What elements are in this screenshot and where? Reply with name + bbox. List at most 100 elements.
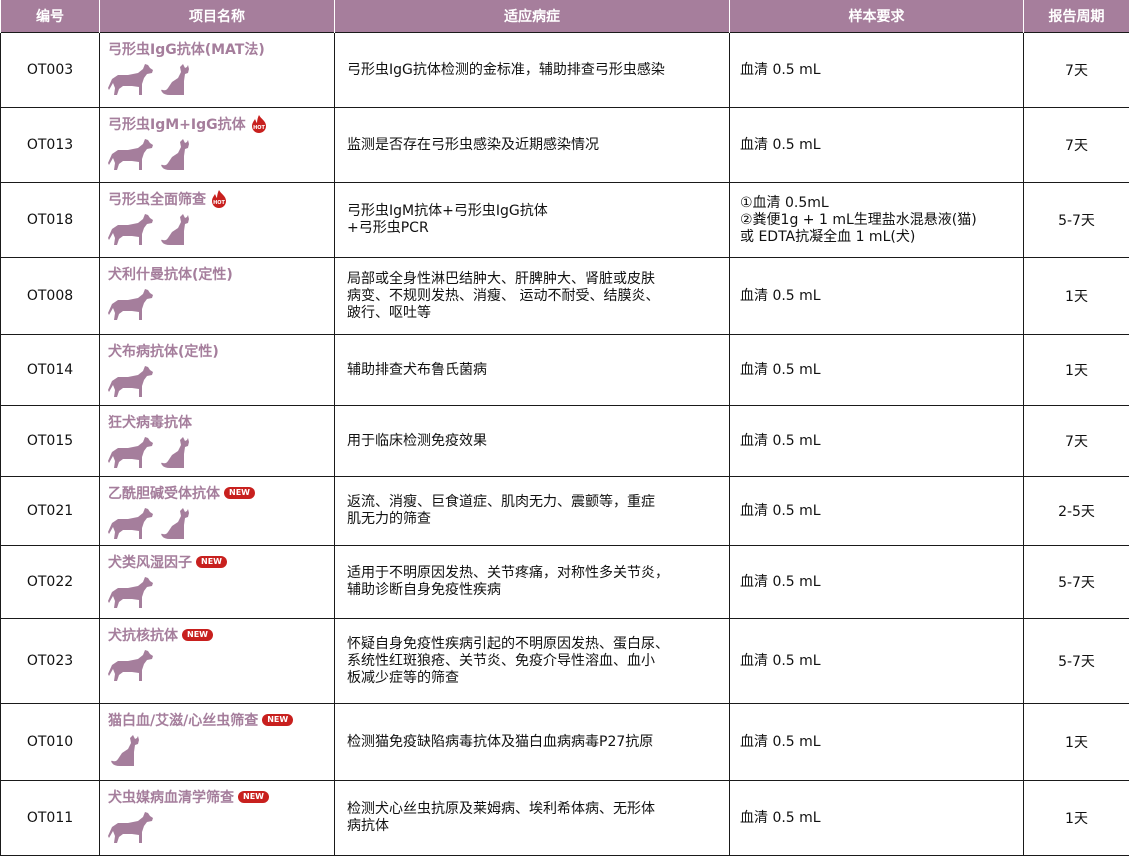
sample-line: ①血清 0.5mL (740, 194, 829, 211)
table-row: OT014 犬布病抗体(定性) 辅助排查犬布鲁氏菌病 血清 0.5 mL 1天 (0, 334, 1129, 406)
item-code: OT003 (0, 32, 100, 108)
sample-line: 血清 0.5 mL (740, 652, 821, 669)
species-icons (108, 213, 334, 247)
item-code: OT022 (0, 545, 100, 619)
table-row: OT021 乙酰胆碱受体抗体 NEW 返流、消瘦、巨食道症、肌肉无力、震颤等，重症 肌无… (0, 476, 1129, 546)
sample-line: ②粪便1g + 1 mL生理盐水混悬液(猫) (740, 211, 977, 228)
item-code: OT015 (0, 405, 100, 477)
indication-line: 怀疑自身免疫性疾病引起的不明原因发热、蛋白尿、 (347, 635, 669, 652)
dog-icon (108, 650, 153, 681)
hot-badge-label: HOT (213, 200, 225, 206)
item-name-row: 弓形虫IgM+IgG抗体 HOT (108, 114, 334, 134)
sample-cell: 血清 0.5 mL (729, 780, 1024, 856)
indication-line: 局部或全身性淋巴结肿大、肝脾肿大、肾脏或皮肤 (347, 270, 655, 287)
species-icons (108, 811, 334, 845)
table-row: OT008 犬利什曼抗体(定性) 局部或全身性淋巴结肿大、肝脾肿大、肾脏或皮肤 病变、… (0, 257, 1129, 335)
sample-cell: 血清 0.5 mL (729, 32, 1024, 108)
report-period: 2-5天 (1023, 476, 1129, 546)
item-name-row: 犬虫媒病血清学筛查 NEW (108, 787, 334, 807)
dog-icon (108, 64, 153, 95)
report-period: 5-7天 (1023, 618, 1129, 704)
report-period: 1天 (1023, 780, 1129, 856)
indication-line: 辅助排查犬布鲁氏菌病 (347, 361, 487, 378)
item-name-row: 弓形虫IgG抗体(MAT法) (108, 39, 334, 59)
sample-line: 血清 0.5 mL (740, 61, 821, 78)
species-icons (108, 507, 334, 541)
table-row: OT015 狂犬病毒抗体 用于临床检测免疫效果 血清 0.5 mL 7天 (0, 405, 1129, 477)
table-row: OT003 弓形虫IgG抗体(MAT法) 弓形虫IgG抗体检测的金标准，辅助排查弓形… (0, 32, 1129, 108)
item-name-cell: 弓形虫IgM+IgG抗体 HOT (99, 107, 335, 183)
header-name: 项目名称 (99, 0, 335, 33)
item-code: OT013 (0, 107, 100, 183)
sample-line: 血清 0.5 mL (740, 136, 821, 153)
indication-line: 弓形虫IgG抗体检测的金标准，辅助排查弓形虫感染 (347, 61, 665, 78)
item-name: 乙酰胆碱受体抗体 (108, 486, 220, 502)
dog-icon (108, 366, 153, 397)
species-icons (108, 288, 334, 322)
indication-line: 板减少症等的筛查 (347, 669, 459, 686)
dog-icon (108, 508, 153, 539)
report-period: 1天 (1023, 334, 1129, 406)
table-row: OT022 犬类风湿因子 NEW 适用于不明原因发热、关节疼痛，对称性多关节炎， 辅助诊… (0, 545, 1129, 619)
item-name-cell: 猫白血/艾滋/心丝虫筛查 NEW (99, 703, 335, 781)
header-period: 报告周期 (1023, 0, 1129, 33)
sample-cell: 血清 0.5 mL (729, 405, 1024, 477)
item-code: OT014 (0, 334, 100, 406)
dog-icon (108, 214, 153, 245)
report-period: 7天 (1023, 107, 1129, 183)
indication-cell: 返流、消瘦、巨食道症、肌肉无力、震颤等，重症 肌无力的筛查 (334, 476, 730, 546)
sample-cell: 血清 0.5 mL (729, 618, 1024, 704)
item-name: 弓形虫IgM+IgG抗体 (108, 117, 246, 133)
item-name: 犬抗核抗体 (108, 628, 178, 644)
cat-icon (161, 139, 189, 170)
table-row: OT011 犬虫媒病血清学筛查 NEW 检测犬心丝虫抗原及莱姆病、埃利希体病、无形体病… (0, 780, 1129, 856)
indication-cell: 适用于不明原因发热、关节疼痛，对称性多关节炎， 辅助诊断自身免疫性疾病 (334, 545, 730, 619)
new-badge: NEW (182, 629, 213, 641)
new-badge: NEW (196, 556, 227, 568)
sample-cell: ①血清 0.5mL ②粪便1g + 1 mL生理盐水混悬液(猫) 或 EDTA抗凝全… (729, 182, 1024, 258)
sample-line: 血清 0.5 mL (740, 733, 821, 750)
item-name-cell: 弓形虫全面筛查 HOT (99, 182, 335, 258)
indication-cell: 怀疑自身免疫性疾病引起的不明原因发热、蛋白尿、 系统性红斑狼疮、关节炎、免疫介导性… (334, 618, 730, 704)
species-icons (108, 576, 334, 610)
indication-cell: 局部或全身性淋巴结肿大、肝脾肿大、肾脏或皮肤 病变、不规则发热、消瘦、 运动不耐受… (334, 257, 730, 335)
indication-cell: 检测犬心丝虫抗原及莱姆病、埃利希体病、无形体 病抗体 (334, 780, 730, 856)
indication-line: 弓形虫IgM抗体+弓形虫IgG抗体 (347, 203, 548, 219)
sample-line: 或 EDTA抗凝全血 1 mL(犬) (740, 228, 916, 245)
header-sample: 样本要求 (729, 0, 1024, 33)
species-icons (108, 63, 334, 97)
header-code: 编号 (0, 0, 100, 33)
item-name-cell: 犬利什曼抗体(定性) (99, 257, 335, 335)
item-code: OT010 (0, 703, 100, 781)
item-name-row: 犬布病抗体(定性) (108, 341, 334, 361)
indication-line: 病变、不规则发热、消瘦、 运动不耐受、结膜炎、 (347, 287, 660, 304)
indication-line: 肌无力的筛查 (347, 511, 431, 527)
item-name: 犬利什曼抗体(定性) (108, 267, 233, 283)
item-code: OT023 (0, 618, 100, 704)
item-name: 狂犬病毒抗体 (108, 415, 192, 431)
item-name-row: 犬抗核抗体 NEW (108, 625, 334, 645)
table-header-row: 编号 项目名称 适应病症 样本要求 报告周期 (0, 0, 1129, 33)
dog-icon (108, 139, 153, 170)
sample-cell: 血清 0.5 mL (729, 545, 1024, 619)
table-row: OT010 猫白血/艾滋/心丝虫筛查 NEW 检测猫免疫缺陷病毒抗体及猫白血病病毒P2… (0, 703, 1129, 781)
sample-cell: 血清 0.5 mL (729, 703, 1024, 781)
item-code: OT021 (0, 476, 100, 546)
indication-line: 适用于不明原因发热、关节疼痛，对称性多关节炎， (347, 565, 669, 581)
item-name-cell: 弓形虫IgG抗体(MAT法) (99, 32, 335, 108)
indication-line: 辅助诊断自身免疫性疾病 (347, 582, 501, 598)
indication-cell: 监测是否存在弓形虫感染及近期感染情况 (334, 107, 730, 183)
sample-line: 血清 0.5 mL (740, 502, 821, 519)
table-row: OT018 弓形虫全面筛查 HOT 弓形虫IgM抗体+弓形虫IgG抗体 +弓形虫PCR ①… (0, 182, 1129, 258)
cat-icon (111, 735, 139, 766)
sample-line: 血清 0.5 mL (740, 287, 821, 304)
sample-cell: 血清 0.5 mL (729, 257, 1024, 335)
item-name: 猫白血/艾滋/心丝虫筛查 (108, 713, 259, 729)
indication-cell: 检测猫免疫缺陷病毒抗体及猫白血病病毒P27抗原 (334, 703, 730, 781)
indication-line: 返流、消瘦、巨食道症、肌肉无力、震颤等，重症 (347, 494, 655, 510)
header-indication: 适应病症 (334, 0, 730, 33)
table-row: OT023 犬抗核抗体 NEW 怀疑自身免疫性疾病引起的不明原因发热、蛋白尿、 系统性红… (0, 618, 1129, 704)
report-period: 5-7天 (1023, 545, 1129, 619)
item-name-row: 犬利什曼抗体(定性) (108, 264, 334, 284)
